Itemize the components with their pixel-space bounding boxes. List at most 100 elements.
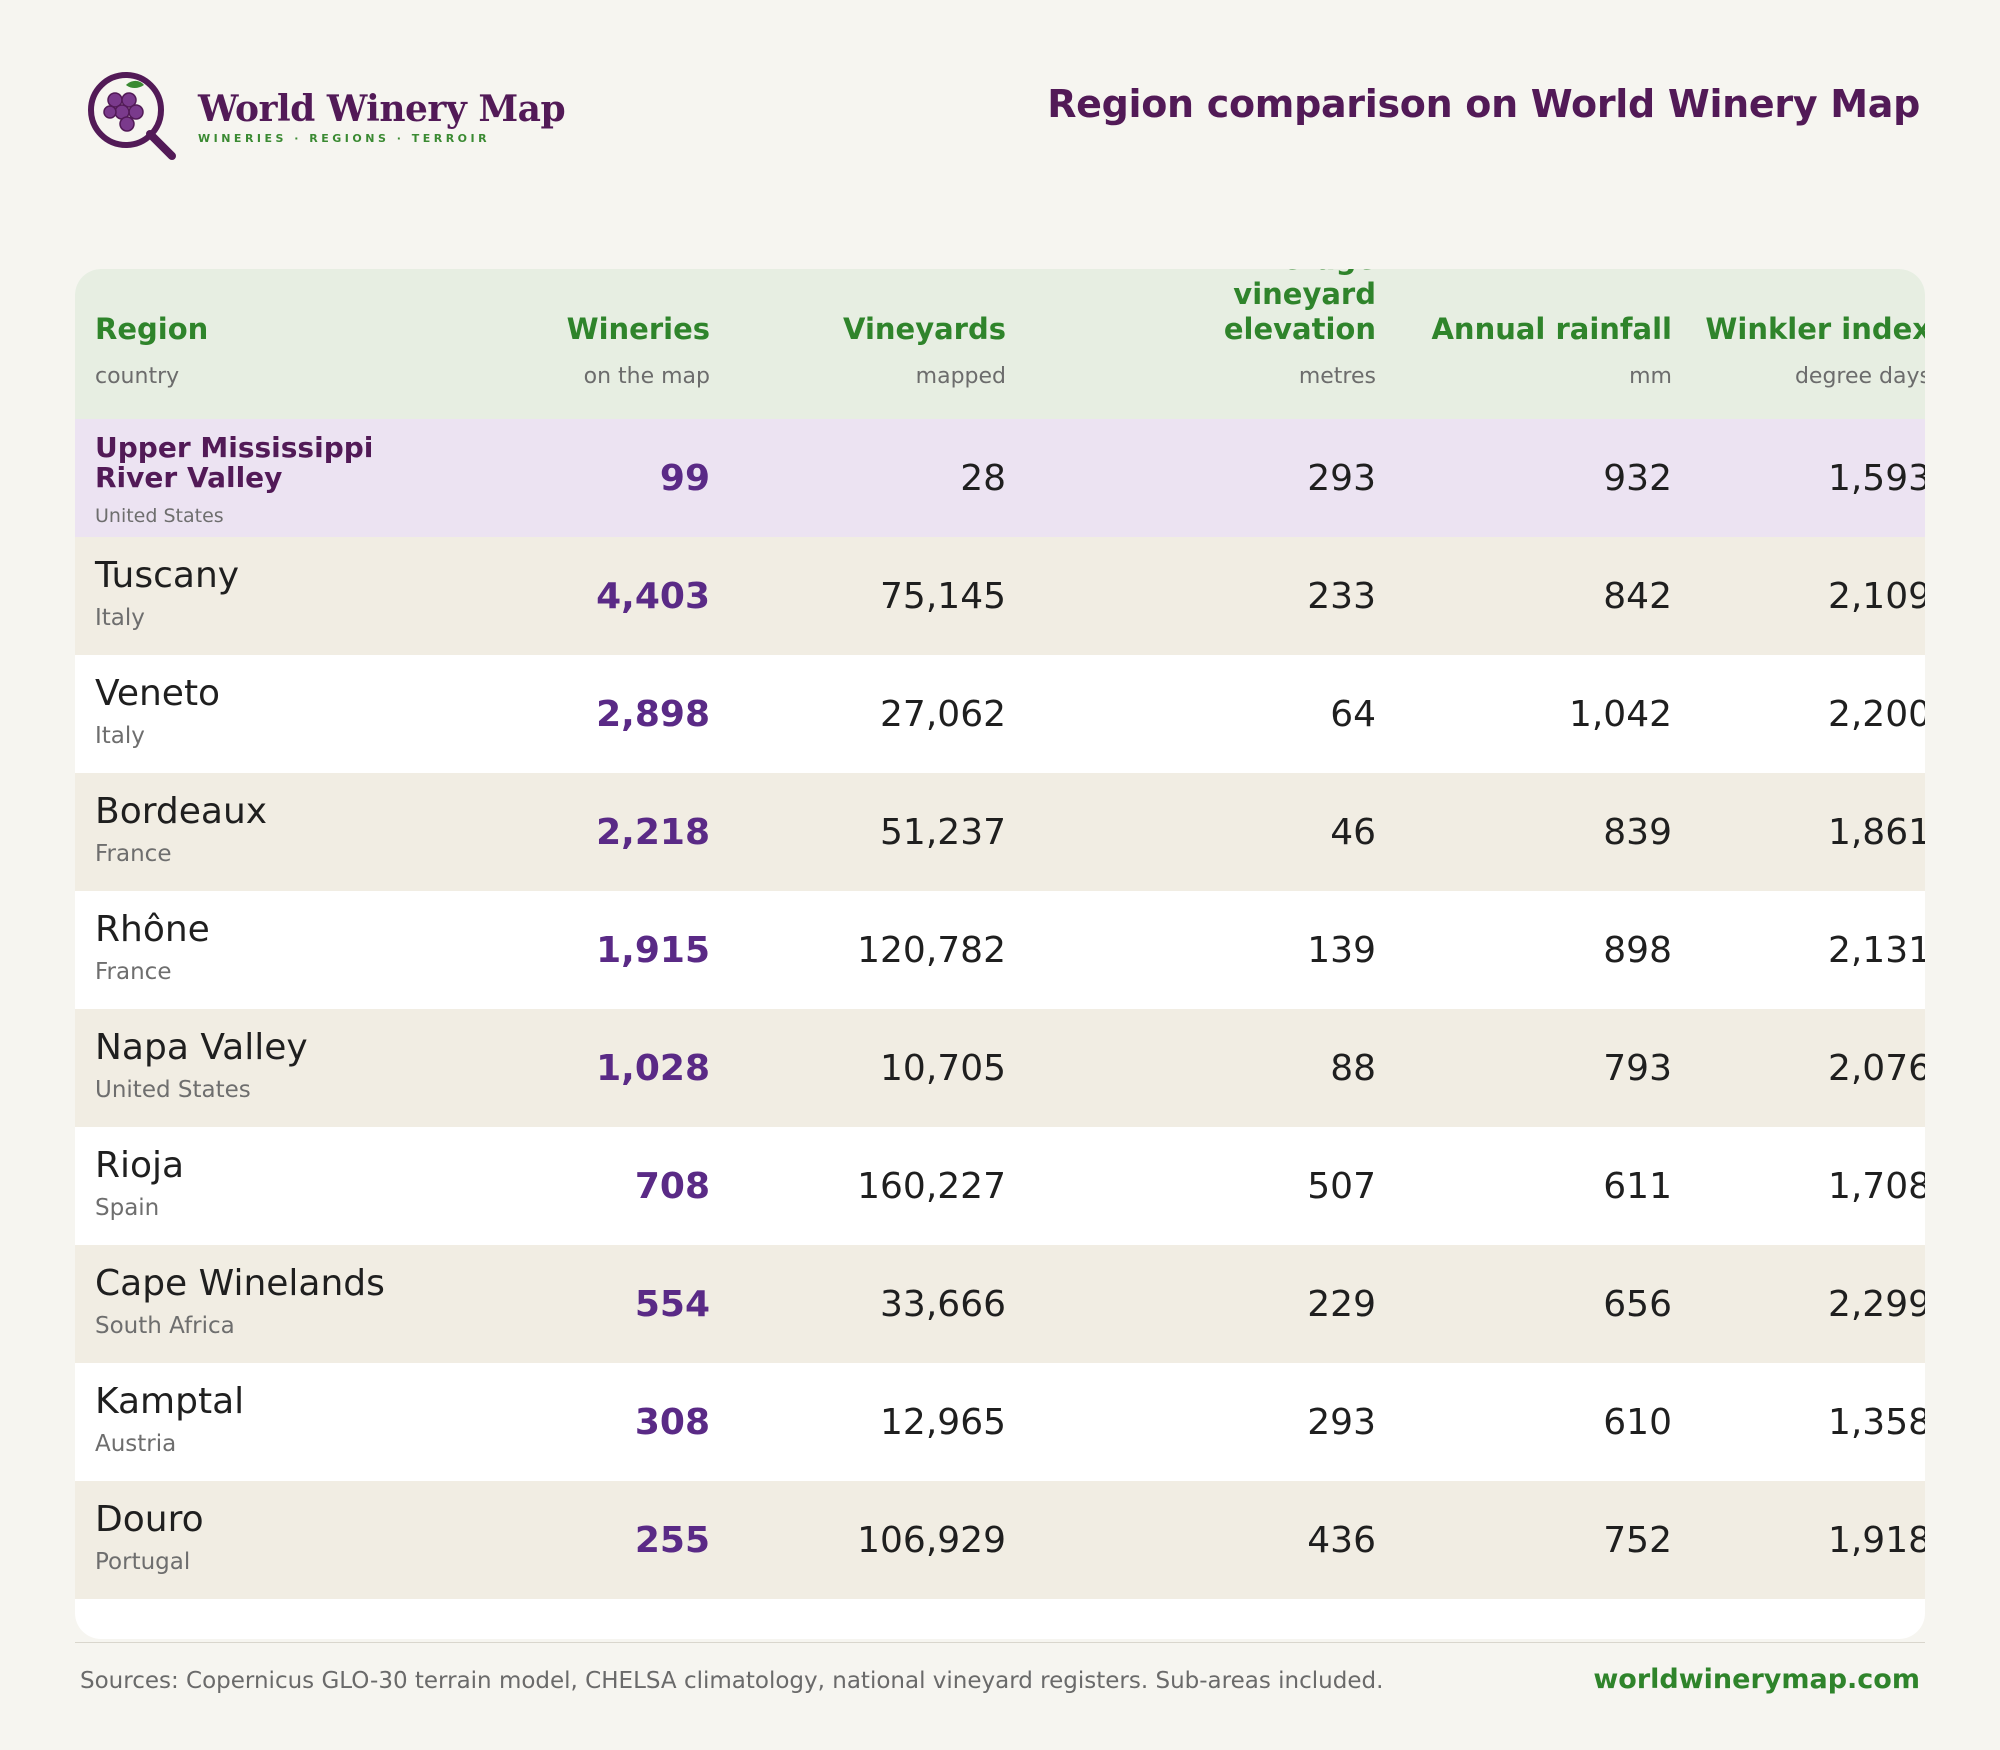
winkler-cell: 2,200	[1672, 655, 1925, 773]
table-row[interactable]: Napa Valley United States 1,028 10,705 88 793…	[75, 1009, 1925, 1127]
wineries-cell: 308	[430, 1363, 710, 1481]
wineries-cell: 1,028	[430, 1009, 710, 1127]
rainfall-cell: 842	[1376, 537, 1672, 655]
wineries-cell: 1,915	[430, 891, 710, 1009]
winkler-cell: 1,918	[1672, 1481, 1925, 1599]
page-title: Region comparison on World Winery Map	[1047, 82, 1920, 126]
table-row[interactable]: Kamptal Austria 308 12,965 293 610 1,358	[75, 1363, 1925, 1481]
table-row[interactable]: Tuscany Italy 4,403 75,145 233 842 2,109	[75, 537, 1925, 655]
rainfall-cell: 932	[1376, 419, 1672, 537]
region-cell: Tuscany Italy	[75, 537, 430, 655]
column-header-elevation: Average vineyard elevation metres	[1006, 269, 1376, 419]
elevation-value: 293	[1307, 1401, 1376, 1443]
winkler-value: 2,299	[1827, 1283, 1925, 1325]
elevation-value: 293	[1307, 457, 1376, 499]
table-row[interactable]: Veneto Italy 2,898 27,062 64 1,042 2,200	[75, 655, 1925, 773]
region-country: Italy	[95, 723, 145, 749]
column-label: Wineries	[566, 312, 710, 346]
winkler-value: 2,131	[1827, 929, 1925, 971]
table-row[interactable]: Upper Mississippi River Valley United Sta…	[75, 419, 1925, 537]
region-cell: Veneto Italy	[75, 655, 430, 773]
vineyards-value: 28	[960, 457, 1006, 499]
vineyards-cell: 10,705	[710, 1009, 1006, 1127]
table-row[interactable]: Rioja Spain 708 160,227 507 611 1,708	[75, 1127, 1925, 1245]
elevation-value: 507	[1307, 1165, 1376, 1207]
vineyards-cell: 28	[710, 419, 1006, 537]
rainfall-value: 842	[1603, 575, 1672, 617]
column-label: Annual rainfall	[1431, 312, 1672, 346]
vineyards-cell: 75,145	[710, 537, 1006, 655]
table-row[interactable]: Rhône France 1,915 120,782 139 898 2,131	[75, 891, 1925, 1009]
grape-magnifier-logo-icon	[88, 72, 176, 160]
column-sublabel: country	[95, 364, 180, 389]
brand-tagline: WINERIES · REGIONS · TERROIR	[198, 132, 491, 145]
rainfall-cell: 610	[1376, 1363, 1672, 1481]
table-header: Region country Wineries on the map Viney…	[75, 269, 1925, 419]
vineyards-value: 120,782	[857, 929, 1006, 971]
region-cell: Rioja Spain	[75, 1127, 430, 1245]
region-country: Portugal	[95, 1549, 191, 1575]
wineries-cell: 2,898	[430, 655, 710, 773]
elevation-cell: 436	[1006, 1481, 1376, 1599]
region-country: United States	[95, 1077, 251, 1103]
column-header-rainfall: Annual rainfall mm	[1376, 269, 1672, 419]
region-name: Kamptal	[95, 1381, 245, 1422]
vineyards-value: 106,929	[857, 1519, 1006, 1561]
region-cell: Bordeaux France	[75, 773, 430, 891]
vineyards-cell: 51,237	[710, 773, 1006, 891]
site-link[interactable]: worldwinerymap.com	[1593, 1664, 1920, 1695]
wineries-value: 1,028	[596, 1047, 710, 1089]
table-row[interactable]: Bordeaux France 2,218 51,237 46 839 1,861	[75, 773, 1925, 891]
wineries-value: 1,915	[596, 929, 710, 971]
column-label: Vineyards	[843, 312, 1006, 346]
brand[interactable]: World Winery Map WINERIES · REGIONS · TE…	[198, 86, 566, 145]
vineyards-value: 75,145	[880, 575, 1006, 617]
elevation-value: 436	[1307, 1519, 1376, 1561]
rainfall-value: 898	[1603, 929, 1672, 971]
winkler-cell: 1,708	[1672, 1127, 1925, 1245]
rainfall-cell: 752	[1376, 1481, 1672, 1599]
region-cell: Napa Valley United States	[75, 1009, 430, 1127]
rainfall-value: 793	[1603, 1047, 1672, 1089]
vineyards-cell: 120,782	[710, 891, 1006, 1009]
region-name: Tuscany	[95, 555, 240, 596]
sources-note: Sources: Copernicus GLO-30 terrain model…	[80, 1668, 1384, 1694]
table-body: Upper Mississippi River Valley United Sta…	[75, 419, 1925, 1599]
region-cell: Upper Mississippi River Valley United Sta…	[75, 419, 430, 537]
region-country: Austria	[95, 1431, 177, 1457]
rainfall-cell: 1,042	[1376, 655, 1672, 773]
table-row[interactable]: Douro Portugal 255 106,929 436 752 1,918	[75, 1481, 1925, 1599]
comparison-table: Region country Wineries on the map Viney…	[75, 269, 1925, 1639]
elevation-cell: 46	[1006, 773, 1376, 891]
brand-name: World Winery Map	[198, 88, 566, 130]
table-row[interactable]: Cape Winelands South Africa 554 33,666 229 65…	[75, 1245, 1925, 1363]
wineries-cell: 4,403	[430, 537, 710, 655]
winkler-cell: 1,593	[1672, 419, 1925, 537]
region-name: Rioja	[95, 1145, 185, 1186]
region-cell: Kamptal Austria	[75, 1363, 430, 1481]
vineyards-value: 33,666	[880, 1283, 1006, 1325]
region-cell: Douro Portugal	[75, 1481, 430, 1599]
rainfall-value: 656	[1603, 1283, 1672, 1325]
vineyards-value: 27,062	[880, 693, 1006, 735]
column-sublabel: metres	[1298, 364, 1376, 389]
rainfall-value: 752	[1603, 1519, 1672, 1561]
elevation-cell: 293	[1006, 419, 1376, 537]
wineries-cell: 255	[430, 1481, 710, 1599]
wineries-cell: 708	[430, 1127, 710, 1245]
vineyards-cell: 27,062	[710, 655, 1006, 773]
rainfall-cell: 839	[1376, 773, 1672, 891]
elevation-value: 233	[1307, 575, 1376, 617]
wineries-cell: 554	[430, 1245, 710, 1363]
rainfall-value: 610	[1603, 1401, 1672, 1443]
winkler-cell: 2,299	[1672, 1245, 1925, 1363]
vineyards-value: 12,965	[880, 1401, 1006, 1443]
region-country: Italy	[95, 605, 145, 631]
vineyards-value: 160,227	[857, 1165, 1006, 1207]
region-cell: Cape Winelands South Africa	[75, 1245, 430, 1363]
region-name: Rhône	[95, 909, 210, 950]
wineries-value: 554	[634, 1283, 710, 1325]
elevation-cell: 88	[1006, 1009, 1376, 1127]
wineries-cell: 2,218	[430, 773, 710, 891]
elevation-value: 229	[1307, 1283, 1376, 1325]
